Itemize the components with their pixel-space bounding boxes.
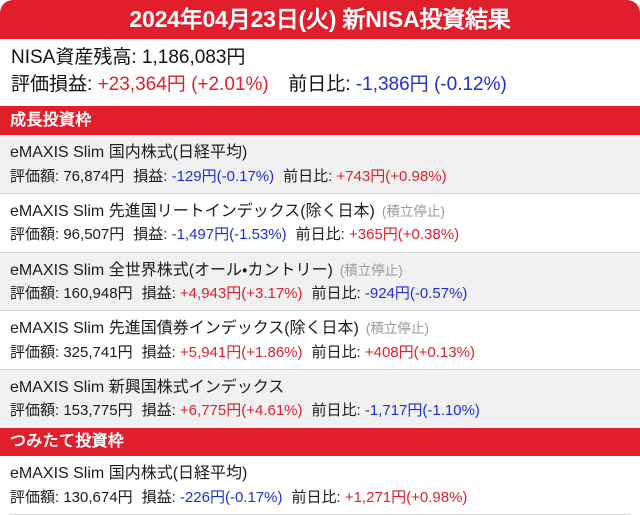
valuation-value: 76,874円 bbox=[63, 167, 125, 185]
profit-loss-percent: (+4.61%) bbox=[241, 402, 303, 420]
fund-row[interactable]: eMAXIS Slim 先進国債券インデックス(除く日本) (積立停止) 評価額: … bbox=[0, 311, 640, 371]
fund-name-line: eMAXIS Slim 全世界株式(オール・カントリー) (積立停止) bbox=[10, 259, 630, 282]
fund-stats-line: 評価額: 160,948円 損益: +4,943円(+3.17%) 前日比: -92… bbox=[10, 283, 630, 306]
daily-change-percent: (+0.98%) bbox=[385, 167, 447, 185]
fund-name-line: eMAXIS Slim 新興国株式インデックス bbox=[10, 376, 630, 399]
daily-change-value: +365円 bbox=[349, 226, 398, 244]
summary-pl-line: 評価損益: +23,364円 (+2.01%) 前日比: -1,386円 (-0… bbox=[11, 72, 629, 99]
fund-row[interactable]: eMAXIS Slim 国内株式(日経平均) 評価額: 76,874円 損益: -1… bbox=[0, 135, 640, 195]
valuation-value: 325,741円 bbox=[63, 343, 133, 361]
daily-change-value: -924円 bbox=[364, 284, 410, 302]
section-header: つみたて投資枠 bbox=[0, 427, 640, 457]
valuation-label: 評価額: bbox=[10, 343, 60, 361]
daily-change-label: 前日比: bbox=[288, 73, 351, 95]
daily-change-value: -1,717円 bbox=[364, 402, 423, 420]
fund-row[interactable]: eMAXIS Slim 先進国リートインデックス(除く日本) (積立停止) 評価額:… bbox=[0, 194, 640, 253]
card-title-bar: 2024年04月23日(火) 新NISA投資結果 bbox=[0, 0, 640, 39]
profit-loss-label: 損益: bbox=[141, 284, 176, 302]
pl-label: 評価損益: bbox=[11, 73, 93, 95]
daily-change-percent: (-1.10%) bbox=[422, 402, 480, 420]
fund-row[interactable]: eMAXIS Slim 全世界株式(オール・カントリー) (積立停止) 評価額: 1… bbox=[0, 252, 640, 312]
valuation-label: 評価額: bbox=[10, 284, 60, 302]
daily-change-value: +743円 bbox=[336, 167, 386, 185]
profit-loss-value: -226円 bbox=[179, 488, 225, 506]
profit-loss-percent: (-0.17%) bbox=[224, 488, 283, 506]
summary-balance-line: NISA資産残高: 1,186,083円 bbox=[11, 45, 629, 72]
fund-row[interactable]: eMAXIS Slim 国内株式(日経平均) 評価額: 130,674円 損益: -… bbox=[0, 456, 640, 515]
fund-name: eMAXIS Slim 先進国債券インデックス(除く日本) bbox=[10, 320, 359, 338]
daily-change-label: 前日比: bbox=[311, 284, 361, 302]
fund-list: eMAXIS Slim 国内株式(日経平均) 評価額: 130,674円 損益: -… bbox=[0, 456, 640, 515]
profit-loss-label: 損益: bbox=[133, 167, 168, 185]
fund-stats-line: 評価額: 130,674円 損益: -226円(-0.17%) 前日比: +1,27… bbox=[10, 487, 630, 510]
daily-change-label: 前日比: bbox=[291, 488, 341, 506]
daily-change-label: 前日比: bbox=[283, 167, 333, 185]
valuation-value: 160,948円 bbox=[63, 284, 133, 302]
profit-loss-percent: (+1.86%) bbox=[241, 343, 303, 361]
daily-change-percent: (-0.12%) bbox=[433, 73, 507, 95]
fund-stats-line: 評価額: 153,775円 損益: +6,775円(+4.61%) 前日比: -1,… bbox=[10, 400, 630, 423]
fund-name-line: eMAXIS Slim 国内株式(日経平均) bbox=[10, 141, 630, 164]
section-header: 成長投資枠 bbox=[0, 106, 640, 136]
paused-badge: (積立停止) bbox=[365, 321, 429, 337]
profit-loss-value: -129円 bbox=[171, 167, 217, 185]
daily-change-label: 前日比: bbox=[311, 402, 361, 420]
page-title: 2024年04月23日(火) 新NISA投資結果 bbox=[129, 6, 511, 32]
fund-name: eMAXIS Slim 先進国リートインデックス(除く日本) bbox=[10, 203, 375, 221]
fund-row[interactable]: eMAXIS Slim 新興国株式インデックス評価額: 153,775円 損益: … bbox=[0, 370, 640, 428]
daily-change-percent: (-0.57%) bbox=[409, 284, 468, 302]
fund-name-line: eMAXIS Slim 国内株式(日経平均) bbox=[10, 462, 630, 485]
profit-loss-percent: (+3.17%) bbox=[241, 284, 303, 302]
balance-value: 1,186,083円 bbox=[141, 47, 246, 68]
valuation-value: 130,674円 bbox=[63, 488, 133, 506]
balance-label: NISA資産残高: bbox=[11, 47, 137, 68]
fund-name: eMAXIS Slim 新興国株式インデックス bbox=[10, 379, 285, 397]
daily-change-value: +1,271円 bbox=[344, 488, 407, 506]
profit-loss-label: 損益: bbox=[141, 488, 176, 506]
profit-loss-value: -1,497円 bbox=[171, 226, 230, 244]
daily-change-percent: (+0.98%) bbox=[406, 488, 468, 506]
profit-loss-value: +4,943円 bbox=[179, 284, 242, 302]
profit-loss-value: +5,941円 bbox=[179, 343, 242, 361]
profit-loss-percent: (-0.17%) bbox=[216, 167, 275, 185]
fund-name: eMAXIS Slim 全世界株式(オール・カントリー) bbox=[10, 261, 333, 279]
valuation-label: 評価額: bbox=[10, 226, 60, 244]
profit-loss-label: 損益: bbox=[141, 402, 176, 420]
paused-badge: (積立停止) bbox=[381, 204, 445, 220]
pl-percent: (+2.01%) bbox=[191, 73, 269, 95]
profit-loss-percent: (-1.53%) bbox=[229, 226, 287, 244]
daily-change-label: 前日比: bbox=[295, 226, 345, 244]
daily-change-percent: (+0.38%) bbox=[397, 226, 460, 244]
fund-name-line: eMAXIS Slim 先進国債券インデックス(除く日本) (積立停止) bbox=[10, 317, 630, 340]
profit-loss-value: +6,775円 bbox=[179, 402, 242, 420]
paused-badge: (積立停止) bbox=[339, 262, 403, 278]
daily-change-value: +408円 bbox=[364, 343, 414, 361]
profit-loss-label: 損益: bbox=[133, 226, 168, 244]
fund-stats-line: 評価額: 96,507円 損益: -1,497円(-1.53%) 前日比: +365… bbox=[10, 224, 630, 247]
fund-stats-line: 評価額: 76,874円 損益: -129円(-0.17%) 前日比: +743円(… bbox=[10, 166, 630, 189]
valuation-label: 評価額: bbox=[10, 167, 60, 185]
fund-name-line: eMAXIS Slim 先進国リートインデックス(除く日本) (積立停止) bbox=[10, 200, 630, 223]
valuation-value: 96,507円 bbox=[63, 226, 125, 244]
fund-stats-line: 評価額: 325,741円 損益: +5,941円(+1.86%) 前日比: +40… bbox=[10, 342, 630, 365]
daily-change-percent: (+0.13%) bbox=[413, 343, 475, 361]
profit-loss-label: 損益: bbox=[141, 343, 176, 361]
daily-change-label: 前日比: bbox=[311, 343, 361, 361]
fund-name: eMAXIS Slim 国内株式(日経平均) bbox=[10, 465, 248, 483]
valuation-label: 評価額: bbox=[10, 402, 60, 420]
pl-value: +23,364円 bbox=[97, 73, 186, 95]
fund-list: eMAXIS Slim 国内株式(日経平均) 評価額: 76,874円 損益: -1… bbox=[0, 135, 640, 428]
sections-container: 成長投資枠 eMAXIS Slim 国内株式(日経平均) 評価額: 76,874円損… bbox=[0, 106, 640, 515]
fund-name: eMAXIS Slim 国内株式(日経平均) bbox=[10, 144, 248, 162]
daily-change-value: -1,386円 bbox=[355, 73, 429, 95]
summary-block: NISA資産残高: 1,186,083円 評価損益: +23,364円 (+2.… bbox=[0, 39, 640, 107]
valuation-value: 153,775円 bbox=[63, 402, 133, 420]
valuation-label: 評価額: bbox=[10, 488, 60, 506]
